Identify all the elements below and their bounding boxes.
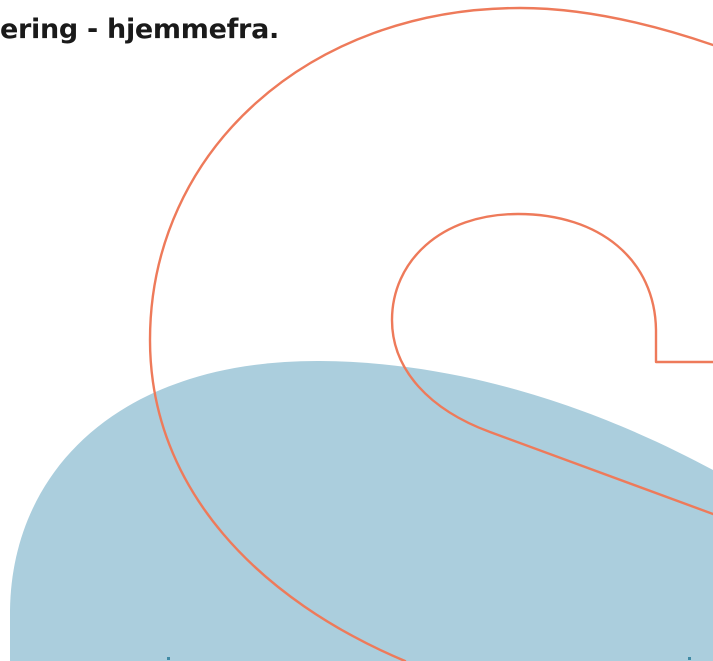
bottom-mark-right — [688, 657, 691, 660]
bottom-mark-left — [167, 657, 170, 660]
blue-blob-shape — [10, 360, 713, 661]
ampersand-outline-icon — [148, 6, 713, 661]
hero-headline: ering - hjemmefra. — [0, 14, 279, 45]
